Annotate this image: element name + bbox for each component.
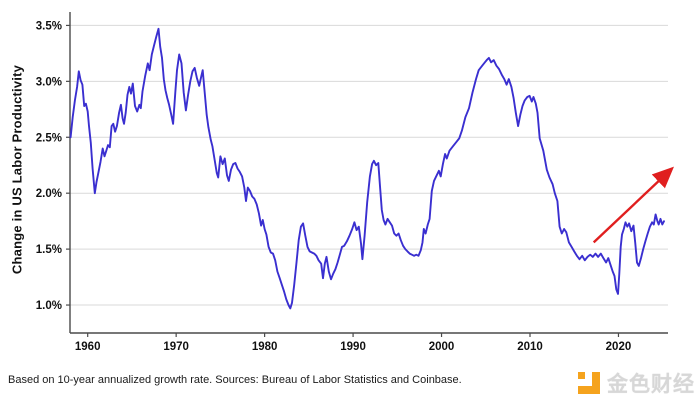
- x-tick-label: 2000: [429, 341, 455, 353]
- x-tick-label: 1980: [252, 341, 278, 353]
- y-tick-label: 2.5%: [36, 132, 62, 144]
- y-tick-label: 2.0%: [36, 188, 62, 200]
- y-tick-label: 1.5%: [36, 244, 62, 256]
- y-tick-label: 3.0%: [36, 76, 62, 88]
- x-tick-label: 2020: [606, 341, 632, 353]
- x-tick-label: 1970: [163, 341, 189, 353]
- jinse-finance-logo: 金色财经: [577, 368, 695, 398]
- y-tick-label: 3.5%: [36, 20, 62, 32]
- x-tick-label: 1990: [340, 341, 366, 353]
- x-tick-label: 2010: [517, 341, 543, 353]
- jinse-logo-text: 金色财经: [607, 373, 695, 396]
- trend-arrow: [592, 166, 674, 244]
- productivity-line-chart: 3.5% 3.0% 2.5% 2.0% 1.5% 1.0% 1960 1970 1980 1990…: [36, 12, 674, 353]
- source-note: Based on 10-year annualized growth rate.…: [8, 374, 462, 386]
- productivity-line: [69, 27, 665, 310]
- jinse-logo-icon: [578, 372, 600, 394]
- y-tick-label: 1.0%: [36, 300, 62, 312]
- productivity-chart-area: 3.5% 3.0% 2.5% 2.0% 1.5% 1.0% 1960 1970 1980 1990…: [9, 12, 674, 353]
- y-axis-title: Change in US Labor Productivity: [9, 64, 25, 275]
- x-tick-label: 1960: [75, 341, 101, 353]
